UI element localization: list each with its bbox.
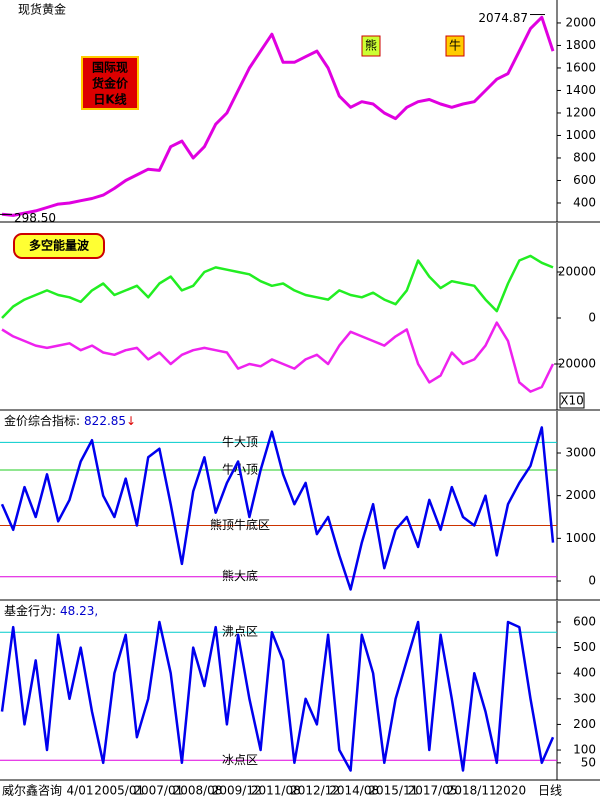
y-tick-label: 1000 bbox=[565, 128, 596, 142]
y-tick-label: 500 bbox=[573, 640, 596, 654]
level-label: 冰点区 bbox=[222, 753, 258, 767]
series-line bbox=[0, 426, 555, 591]
y-tick-label: 400 bbox=[573, 666, 596, 680]
x-tick-label: 2009/12 bbox=[212, 784, 262, 798]
badge-line: 货金价 bbox=[92, 76, 129, 91]
y-tick-label: 1200 bbox=[565, 105, 596, 119]
marker-box bbox=[361, 35, 381, 57]
y-tick-label: 3000 bbox=[565, 445, 596, 459]
x-tick-label: 2007/01 bbox=[133, 784, 183, 798]
series-line bbox=[1, 15, 555, 217]
y-tick-label: 100 bbox=[573, 743, 596, 757]
y-tick-label: 0 bbox=[588, 310, 596, 324]
panel-title: 金价综合指标: 822.85↓ bbox=[4, 413, 136, 428]
low-label: 298.50 bbox=[14, 211, 56, 225]
level-label: 沸点区 bbox=[222, 625, 258, 639]
badge-line: 国际现 bbox=[92, 61, 128, 75]
scale-box bbox=[559, 392, 585, 409]
series-line bbox=[1, 321, 555, 393]
level-label: 熊大底 bbox=[222, 568, 258, 583]
title-text: 基金行为: bbox=[4, 603, 56, 618]
y-tick-label: 200 bbox=[573, 717, 596, 731]
y-tick-label: 1600 bbox=[565, 60, 596, 74]
y-tick-label: 1400 bbox=[565, 83, 596, 97]
y-tick-label: 800 bbox=[573, 150, 596, 164]
high-label: 2074.87 bbox=[478, 11, 528, 25]
arrow: ↓ bbox=[126, 414, 136, 428]
x-tick-label: 2017/05 bbox=[408, 784, 458, 798]
x-tick-label: 4/01 bbox=[67, 784, 94, 798]
marker-box bbox=[445, 35, 465, 57]
x-tick-label: 2014/08 bbox=[329, 784, 379, 798]
level-label: 熊顶牛底区 bbox=[210, 517, 270, 532]
title-box bbox=[13, 233, 105, 259]
x-tick-label: 日线 bbox=[538, 784, 562, 798]
panel-title: 多空能量波 bbox=[29, 238, 90, 253]
badge-box bbox=[81, 56, 139, 110]
y-tick-label: 600 bbox=[573, 173, 596, 187]
y-tick-label: 20000 bbox=[558, 264, 596, 278]
y-tick-label: 300 bbox=[573, 691, 596, 705]
title-text: 金价综合指标: bbox=[4, 413, 80, 428]
x-tick-label: 2018/11 bbox=[447, 784, 497, 798]
x-tick-label: 2015/11 bbox=[368, 784, 418, 798]
y-tick-label: 1800 bbox=[565, 38, 596, 52]
x-tick-label: 2020 bbox=[496, 784, 527, 798]
panel-title: 基金行为: 48.23, bbox=[4, 603, 98, 618]
x-tick-label: 2012/12 bbox=[290, 784, 340, 798]
y-tick-label: 400 bbox=[573, 195, 596, 209]
readout: 48.23, bbox=[60, 604, 98, 618]
y-tick-label: 2000 bbox=[565, 15, 596, 29]
y-tick-label: 0 bbox=[588, 574, 596, 588]
y-tick-label: 50 bbox=[581, 755, 596, 769]
scale-note: X10 bbox=[560, 394, 584, 408]
x-tick-label: 2011/08 bbox=[251, 784, 301, 798]
series-line bbox=[1, 254, 554, 319]
y-tick-label: 2000 bbox=[565, 488, 596, 502]
y-tick-label: 1000 bbox=[565, 531, 596, 545]
y-tick-label: 600 bbox=[573, 614, 596, 628]
readout: 822.85 bbox=[84, 414, 126, 428]
x-tick-label: 2005/01 bbox=[94, 784, 144, 798]
x-tick-label: 2008/08 bbox=[173, 784, 223, 798]
level-label: 牛大顶 bbox=[222, 434, 258, 449]
series-line bbox=[0, 620, 555, 772]
badge-line: 日K线 bbox=[93, 92, 126, 107]
panel-title: 现货黄金 bbox=[18, 2, 66, 17]
marker-label: 熊 bbox=[365, 38, 377, 53]
marker-label: 牛 bbox=[449, 38, 461, 53]
y-tick-label: -20000 bbox=[553, 356, 596, 370]
x-tick-label: 威尔鑫咨询 bbox=[2, 783, 62, 798]
